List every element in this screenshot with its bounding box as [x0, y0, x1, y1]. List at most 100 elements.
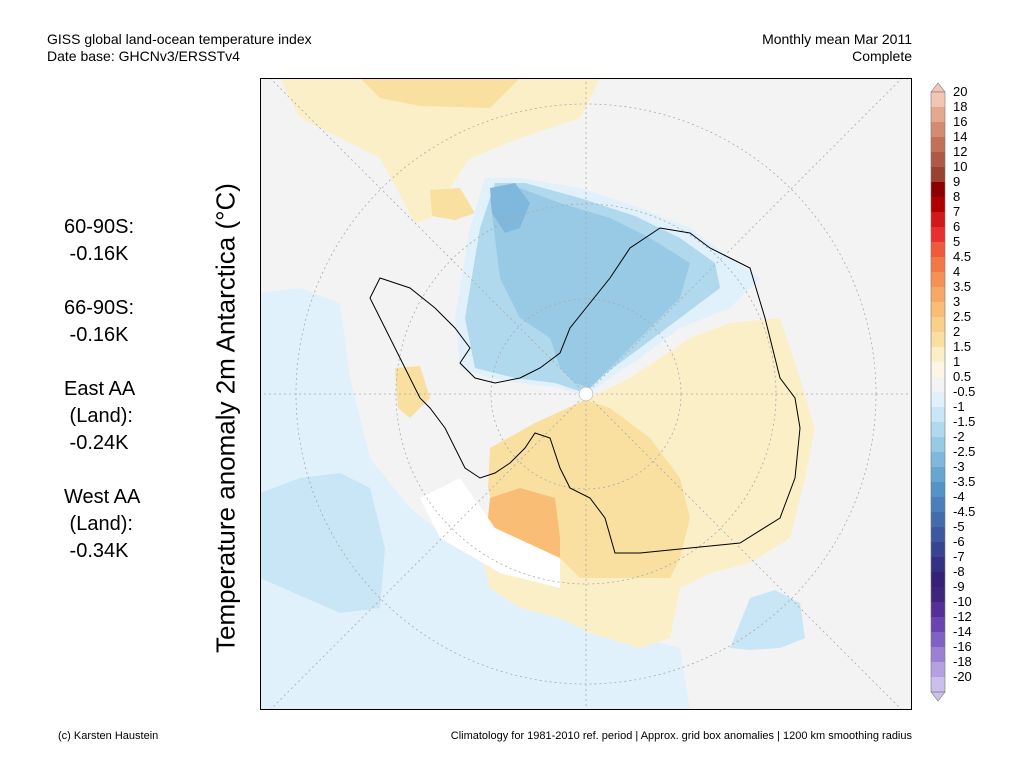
colorbar-swatch — [931, 557, 945, 573]
colorbar-label: 5 — [953, 234, 960, 249]
period-status: Complete — [852, 48, 912, 64]
colorbar-label: -16 — [953, 639, 972, 654]
colorbar-swatch — [931, 272, 945, 288]
colorbar-swatch — [931, 152, 945, 168]
colorbar-label: 3.5 — [953, 279, 971, 294]
dataset-title: GISS global land-ocean temperature index — [47, 31, 312, 47]
colorbar-label: -1.5 — [953, 414, 975, 429]
colorbar-swatch — [931, 182, 945, 198]
colorbar-swatch — [931, 527, 945, 543]
anomaly-region-cold-deep — [490, 183, 530, 233]
colorbar-label: 7 — [953, 204, 960, 219]
colorbar-swatch — [931, 482, 945, 498]
colorbar-label: 1.5 — [953, 339, 971, 354]
colorbar-swatch — [931, 467, 945, 483]
colorbar-label: 14 — [953, 129, 967, 144]
colorbar-swatch — [931, 107, 945, 123]
colorbar-label: 20 — [953, 84, 967, 99]
colorbar-swatch — [931, 242, 945, 258]
colorbar-svg: 201816141210987654.543.532.521.510.5-0.5… — [930, 82, 975, 702]
colorbar-swatch — [931, 632, 945, 648]
colorbar-label: 4.5 — [953, 249, 971, 264]
antarctica-coastline — [369, 227, 801, 554]
header-right: Monthly mean Mar 2011 Complete — [762, 31, 912, 65]
anomaly-region-north-warm-core — [360, 78, 520, 108]
stat-label: 60-90S: — [64, 216, 135, 238]
colorbar-label: 12 — [953, 144, 967, 159]
south-pole-marker — [578, 386, 594, 402]
stat-label: West AA (Land): — [64, 486, 141, 535]
colorbar-label: 8 — [953, 189, 960, 204]
colorbar-swatch — [931, 287, 945, 303]
colorbar-swatch — [931, 347, 945, 363]
colorbar-label: -2.5 — [953, 444, 975, 459]
colorbar-label: -18 — [953, 654, 972, 669]
colorbar-label: -2 — [953, 429, 965, 444]
stat-66-90s: 66-90S: -0.16K — [64, 295, 140, 349]
period-title: Monthly mean Mar 2011 — [762, 31, 912, 47]
anomaly-region-ocean-east — [730, 590, 805, 650]
colorbar-swatch — [931, 587, 945, 603]
anomaly-region-cold-core — [490, 188, 690, 388]
polar-anomaly-map — [260, 78, 912, 710]
colorbar-swatch — [931, 662, 945, 678]
colorbar-swatch — [931, 572, 945, 588]
colorbar-label: 9 — [953, 174, 960, 189]
colorbar-frame — [930, 91, 946, 693]
anomaly-region-north-warm — [280, 78, 600, 223]
colorbar-swatch — [931, 332, 945, 348]
map-frame — [260, 78, 912, 710]
colorbar-swatch — [931, 497, 945, 513]
region-stats: 60-90S: -0.16K 66-90S: -0.16K East AA (L… — [64, 214, 140, 592]
colorbar-label: -3 — [953, 459, 965, 474]
colorbar-swatch — [931, 257, 945, 273]
colorbar-swatch — [931, 602, 945, 618]
y-axis-label: Temperature anomaly 2m Antarctica (°C) — [210, 183, 241, 653]
header-left: GISS global land-ocean temperature index… — [47, 31, 312, 65]
footer-credit: (c) Karsten Haustein — [58, 730, 159, 742]
colorbar-label: 10 — [953, 159, 967, 174]
stat-east-aa: East AA (Land): -0.24K — [64, 376, 140, 457]
anomaly-region-ocean-west-mid — [260, 473, 385, 613]
colorbar-label: -6 — [953, 534, 965, 549]
colorbar-label: -14 — [953, 624, 972, 639]
colorbar-label: 1 — [953, 354, 960, 369]
stat-west-aa: West AA (Land): -0.34K — [64, 484, 140, 565]
colorbar-swatch — [931, 422, 945, 438]
colorbar-label: 3 — [953, 294, 960, 309]
stat-value: -0.16K — [64, 324, 129, 346]
colorbar-swatch — [931, 677, 945, 693]
colorbar-label: 0.5 — [953, 369, 971, 384]
colorbar-swatch — [931, 227, 945, 243]
stat-value: -0.24K — [64, 432, 129, 454]
anomaly-region-small-warm — [430, 188, 475, 220]
stat-60-90s: 60-90S: -0.16K — [64, 214, 140, 268]
colorbar-swatch — [931, 302, 945, 318]
colorbar-label: -4 — [953, 489, 965, 504]
colorbar-swatch — [931, 362, 945, 378]
colorbar-swatch — [931, 392, 945, 408]
colorbar-swatch — [931, 167, 945, 183]
no-data-sector — [420, 478, 560, 588]
colorbar-swatch — [931, 122, 945, 138]
colorbar: 20 18 16 14 12 10 9 8 7 6 5 4.5 4 3.5 3 2.5 2 1.5 1 0.5 -0.5… — [928, 82, 1024, 702]
colorbar-swatch — [931, 407, 945, 423]
colorbar-label: -10 — [953, 594, 972, 609]
colorbar-swatch — [931, 137, 945, 153]
colorbar-label: -12 — [953, 609, 972, 624]
colorbar-label: 16 — [953, 114, 967, 129]
colorbar-swatch — [931, 647, 945, 663]
colorbar-swatch — [931, 377, 945, 393]
colorbar-label: -4.5 — [953, 504, 975, 519]
colorbar-label: 6 — [953, 219, 960, 234]
colorbar-swatch — [931, 92, 945, 108]
colorbar-max-arrow — [930, 82, 946, 93]
colorbar-label: -1 — [953, 399, 965, 414]
stat-label: 66-90S: — [64, 297, 135, 319]
colorbar-label: -9 — [953, 579, 965, 594]
colorbar-label: -8 — [953, 564, 965, 579]
map-svg — [260, 78, 912, 710]
colorbar-label: -5 — [953, 519, 965, 534]
colorbar-swatch — [931, 452, 945, 468]
graticule — [260, 78, 912, 710]
